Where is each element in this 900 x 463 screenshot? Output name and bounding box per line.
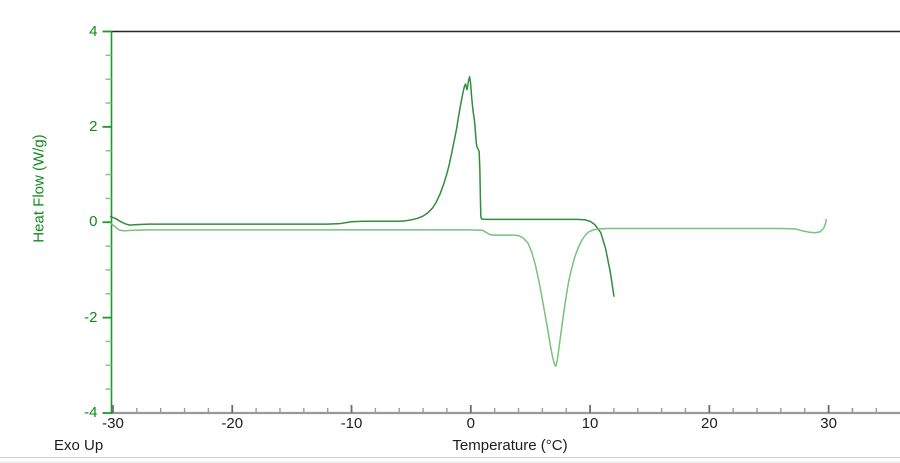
x-tick-label: 20 [700,415,718,432]
x-tick-label: -10 [340,415,363,432]
y-tick-label: 0 [89,213,98,231]
data-series-group [109,76,827,368]
y-tick-label: -2 [84,308,98,326]
x-axis-title: Temperature (°C) [452,437,568,454]
x-axis-ticks [112,405,878,413]
x-tick-label: -30 [102,415,124,432]
y-axis-title: Heat Flow (W/g) [30,134,48,243]
x-tick-label: 10 [581,415,599,432]
y-tick-label: -4 [84,404,98,421]
window-footer-strip [0,461,900,463]
x-tick-label: 30 [820,415,837,432]
y-tick-label: 4 [89,22,98,40]
x-tick-label: 0 [466,415,475,432]
window-divider [0,457,900,458]
x-tick-label: -20 [221,415,244,432]
y-axis-ticks [102,30,112,414]
exo-up-annotation: Exo Up [54,437,104,454]
y-tick-label: 2 [89,117,98,135]
data-series-line [109,218,827,368]
data-series-line [109,76,615,297]
